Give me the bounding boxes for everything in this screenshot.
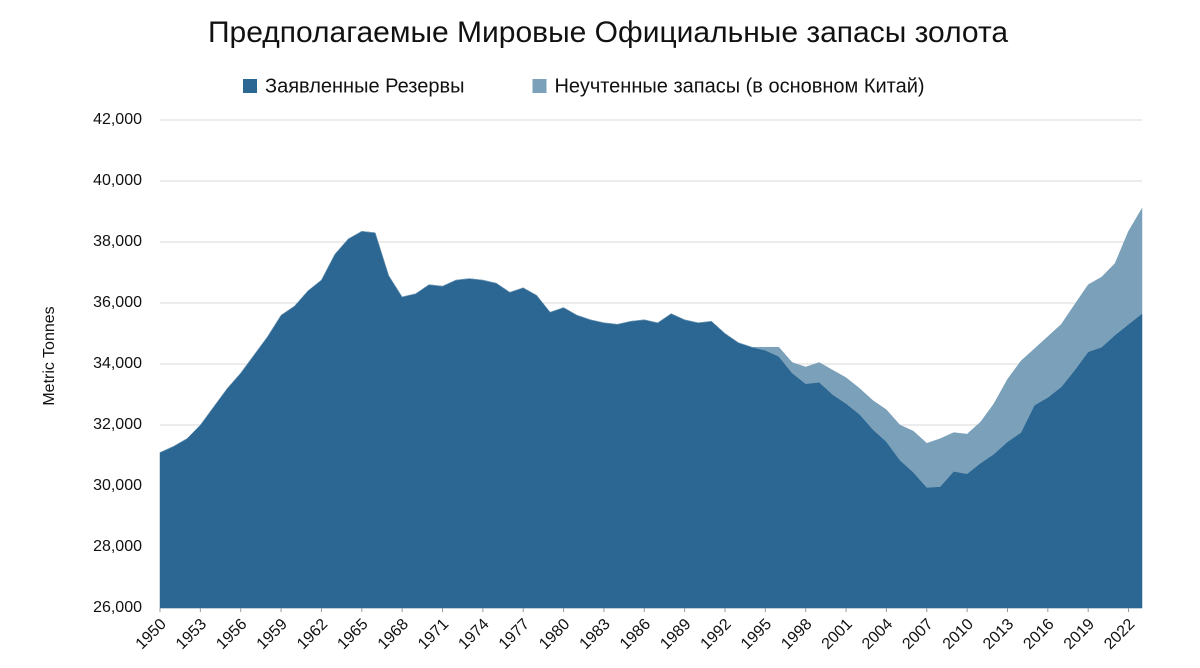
- y-axis-label: Metric Tonnes: [41, 306, 58, 405]
- y-tick-label: 28,000: [93, 538, 142, 555]
- x-tick-label: 1953: [173, 616, 210, 653]
- x-tick-label: 1989: [657, 616, 694, 653]
- x-tick-label: 2022: [1101, 616, 1138, 653]
- x-tick-label: 2016: [1020, 616, 1057, 653]
- area: [159, 207, 1143, 488]
- legend-label: Заявленные Резервы: [265, 75, 464, 97]
- legend-label: Неучтенные запасы (в основном Китай): [554, 75, 924, 97]
- y-tick-label: 38,000: [93, 233, 142, 250]
- x-tick-label: 1950: [133, 616, 170, 653]
- x-tick-label: 2010: [940, 616, 977, 653]
- x-tick-label: 1992: [698, 616, 735, 653]
- y-tick-label: 32,000: [93, 416, 142, 433]
- x-tick-label: 2004: [859, 616, 896, 653]
- x-tick-label: 1971: [415, 616, 452, 653]
- x-tick-label: 1974: [455, 616, 492, 653]
- x-tick-label: 1980: [536, 616, 573, 653]
- x-tick-label: 1995: [738, 616, 775, 653]
- x-tick-label: 1968: [375, 616, 412, 653]
- legend: Заявленные Резервы Неучтенные запасы (в о…: [243, 75, 925, 97]
- y-tick-label: 40,000: [93, 172, 142, 189]
- y-tick-label: 30,000: [93, 477, 142, 494]
- x-tick-label: 1965: [334, 616, 371, 653]
- x-tick-label: 1986: [617, 616, 654, 653]
- x-tick-label: 1983: [577, 616, 614, 653]
- chart-title: Предполагаемые Мировые Официальные запас…: [208, 16, 1008, 49]
- x-tick-label: 2001: [819, 616, 856, 653]
- x-tick-label: 2013: [980, 616, 1017, 653]
- y-tick-label: 26,000: [93, 599, 142, 616]
- x-tick-label: 1977: [496, 616, 533, 653]
- legend-swatch: [532, 79, 547, 93]
- x-tick-label: 1959: [254, 616, 291, 653]
- y-tick-label: 42,000: [93, 111, 142, 128]
- x-tick-label: 1962: [294, 616, 331, 653]
- legend-swatch: [243, 79, 257, 93]
- x-tick-label: 2019: [1061, 616, 1098, 653]
- y-tick-label: 34,000: [93, 355, 142, 372]
- x-tick-label: 2007: [899, 616, 936, 653]
- x-tick-label: 1998: [778, 616, 815, 653]
- x-tick-label: 1956: [213, 616, 250, 653]
- y-tick-label: 36,000: [93, 294, 142, 311]
